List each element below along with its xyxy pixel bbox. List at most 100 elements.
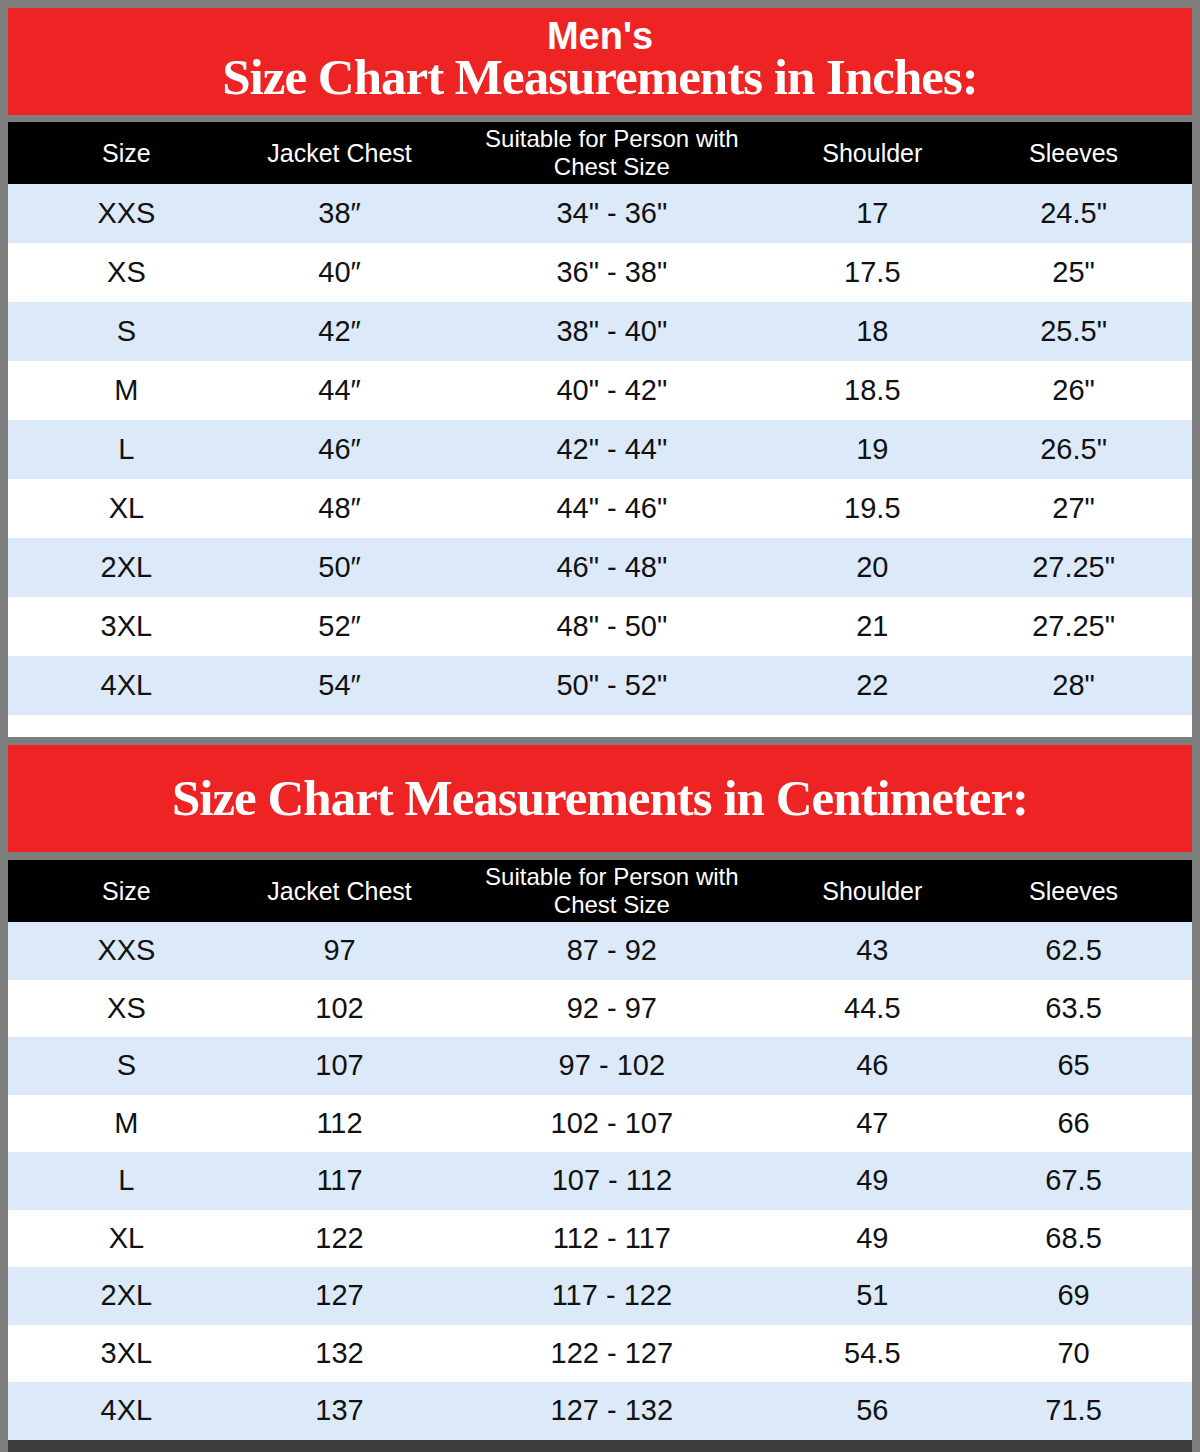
column-header-suitable-chest-size: Suitable for Person with Chest Size: [434, 860, 789, 922]
table-cell: 48″: [245, 479, 434, 538]
table-cell: 97 - 102: [434, 1037, 789, 1095]
cm-header-row: Size Jacket Chest Suitable for Person wi…: [8, 860, 1192, 922]
table-row: L46″42" - 44"1926.5": [8, 420, 1192, 479]
table-cell: 54.5: [789, 1325, 955, 1383]
table-cell: 38″: [245, 184, 434, 243]
table-cell: 44.5: [789, 980, 955, 1038]
table-cell: 71.5: [955, 1382, 1192, 1440]
table-cell: 4XL: [8, 656, 245, 715]
inches-header-row: Size Jacket Chest Suitable for Person wi…: [8, 122, 1192, 184]
table-cell: 107 - 112: [434, 1152, 789, 1210]
table-cell: 3XL: [8, 597, 245, 656]
table-cell: 42″: [245, 302, 434, 361]
table-cell: XS: [8, 980, 245, 1038]
table-cell: 127 - 132: [434, 1382, 789, 1440]
table-cell: 49: [789, 1152, 955, 1210]
table-cell: 4XL: [8, 1382, 245, 1440]
table-cell: M: [8, 1095, 245, 1153]
table-cell: 27": [955, 479, 1192, 538]
table-cell: 40" - 42": [434, 361, 789, 420]
table-cell: 69: [955, 1267, 1192, 1325]
table-cell: 97: [245, 922, 434, 980]
table-cell: 24.5": [955, 184, 1192, 243]
table-cell: 18.5: [789, 361, 955, 420]
inches-table-body: XXS38″34" - 36"1724.5"XS40″36" - 38"17.5…: [8, 184, 1192, 715]
table-cell: 40″: [245, 243, 434, 302]
column-header-suitable-chest-size-label: Suitable for Person with Chest Size: [484, 125, 739, 182]
table-row: L117107 - 1124967.5: [8, 1152, 1192, 1210]
table-cell: 18: [789, 302, 955, 361]
table-cell: 102: [245, 980, 434, 1038]
table-cell: 44″: [245, 361, 434, 420]
table-cell: S: [8, 302, 245, 361]
cm-table-body: XXS9787 - 924362.5XS10292 - 9744.563.5S1…: [8, 922, 1192, 1440]
table-cell: 26.5": [955, 420, 1192, 479]
table-cell: 112 - 117: [434, 1210, 789, 1268]
table-cell: 51: [789, 1267, 955, 1325]
table-cell: 46″: [245, 420, 434, 479]
table-cell: L: [8, 420, 245, 479]
table-cell: 43: [789, 922, 955, 980]
table-cell: 112: [245, 1095, 434, 1153]
table-cell: XXS: [8, 184, 245, 243]
table-cell: 47: [789, 1095, 955, 1153]
table-cell: 137: [245, 1382, 434, 1440]
table-row: S42″38" - 40"1825.5": [8, 302, 1192, 361]
table-row: 4XL137127 - 1325671.5: [8, 1382, 1192, 1440]
table-cell: XL: [8, 1210, 245, 1268]
column-header-suitable-chest-size: Suitable for Person with Chest Size: [434, 122, 789, 184]
table-cell: 87 - 92: [434, 922, 789, 980]
table-cell: 27.25": [955, 538, 1192, 597]
table-cell: 50" - 52": [434, 656, 789, 715]
inches-banner-title: Size Chart Measurements in Inches:: [222, 52, 977, 103]
table-row: XS40″36" - 38"17.525": [8, 243, 1192, 302]
table-row: S10797 - 1024665: [8, 1037, 1192, 1095]
column-header-suitable-chest-size-label: Suitable for Person with Chest Size: [484, 863, 739, 920]
table-row: 2XL50″46" - 48"2027.25": [8, 538, 1192, 597]
table-cell: 127: [245, 1267, 434, 1325]
table-cell: 48" - 50": [434, 597, 789, 656]
cm-banner: Size Chart Measurements in Centimeter:: [8, 745, 1192, 852]
table-cell: XS: [8, 243, 245, 302]
table-row: M44″40" - 42"18.526": [8, 361, 1192, 420]
table-cell: 3XL: [8, 1325, 245, 1383]
table-cell: 2XL: [8, 538, 245, 597]
table-cell: 38" - 40": [434, 302, 789, 361]
table-cell: 56: [789, 1382, 955, 1440]
table-cell: S: [8, 1037, 245, 1095]
table-cell: 26": [955, 361, 1192, 420]
table-cell: 19.5: [789, 479, 955, 538]
table-cell: 66: [955, 1095, 1192, 1153]
table-cell: L: [8, 1152, 245, 1210]
table-cell: XL: [8, 479, 245, 538]
column-header-size: Size: [8, 860, 245, 922]
table-cell: XXS: [8, 922, 245, 980]
column-header-shoulder: Shoulder: [789, 860, 955, 922]
table-cell: 62.5: [955, 922, 1192, 980]
table-cell: 132: [245, 1325, 434, 1383]
table-cell: 50″: [245, 538, 434, 597]
table-row: 4XL54″50" - 52"2228": [8, 656, 1192, 715]
inches-table: Size Jacket Chest Suitable for Person wi…: [8, 122, 1192, 715]
table-cell: 25.5": [955, 302, 1192, 361]
column-header-sleeves: Sleeves: [955, 122, 1192, 184]
inches-banner: Men's Size Chart Measurements in Inches:: [8, 8, 1192, 115]
table-cell: 36" - 38": [434, 243, 789, 302]
table-cell: 63.5: [955, 980, 1192, 1038]
table-cell: 17.5: [789, 243, 955, 302]
table-cell: 42" - 44": [434, 420, 789, 479]
table-row: 2XL127117 - 1225169: [8, 1267, 1192, 1325]
cm-table-bottom-bar: [8, 1440, 1192, 1452]
table-row: XXS38″34" - 36"1724.5": [8, 184, 1192, 243]
table-cell: 54″: [245, 656, 434, 715]
table-cell: 122: [245, 1210, 434, 1268]
table-cell: 25": [955, 243, 1192, 302]
cm-table: Size Jacket Chest Suitable for Person wi…: [8, 860, 1192, 1440]
table-row: M112102 - 1074766: [8, 1095, 1192, 1153]
table-row: XL122112 - 1174968.5: [8, 1210, 1192, 1268]
table-cell: 46" - 48": [434, 538, 789, 597]
inches-table-footer-strip: [8, 715, 1192, 737]
table-cell: 22: [789, 656, 955, 715]
table-cell: 117 - 122: [434, 1267, 789, 1325]
table-row: XL48″44" - 46"19.527": [8, 479, 1192, 538]
